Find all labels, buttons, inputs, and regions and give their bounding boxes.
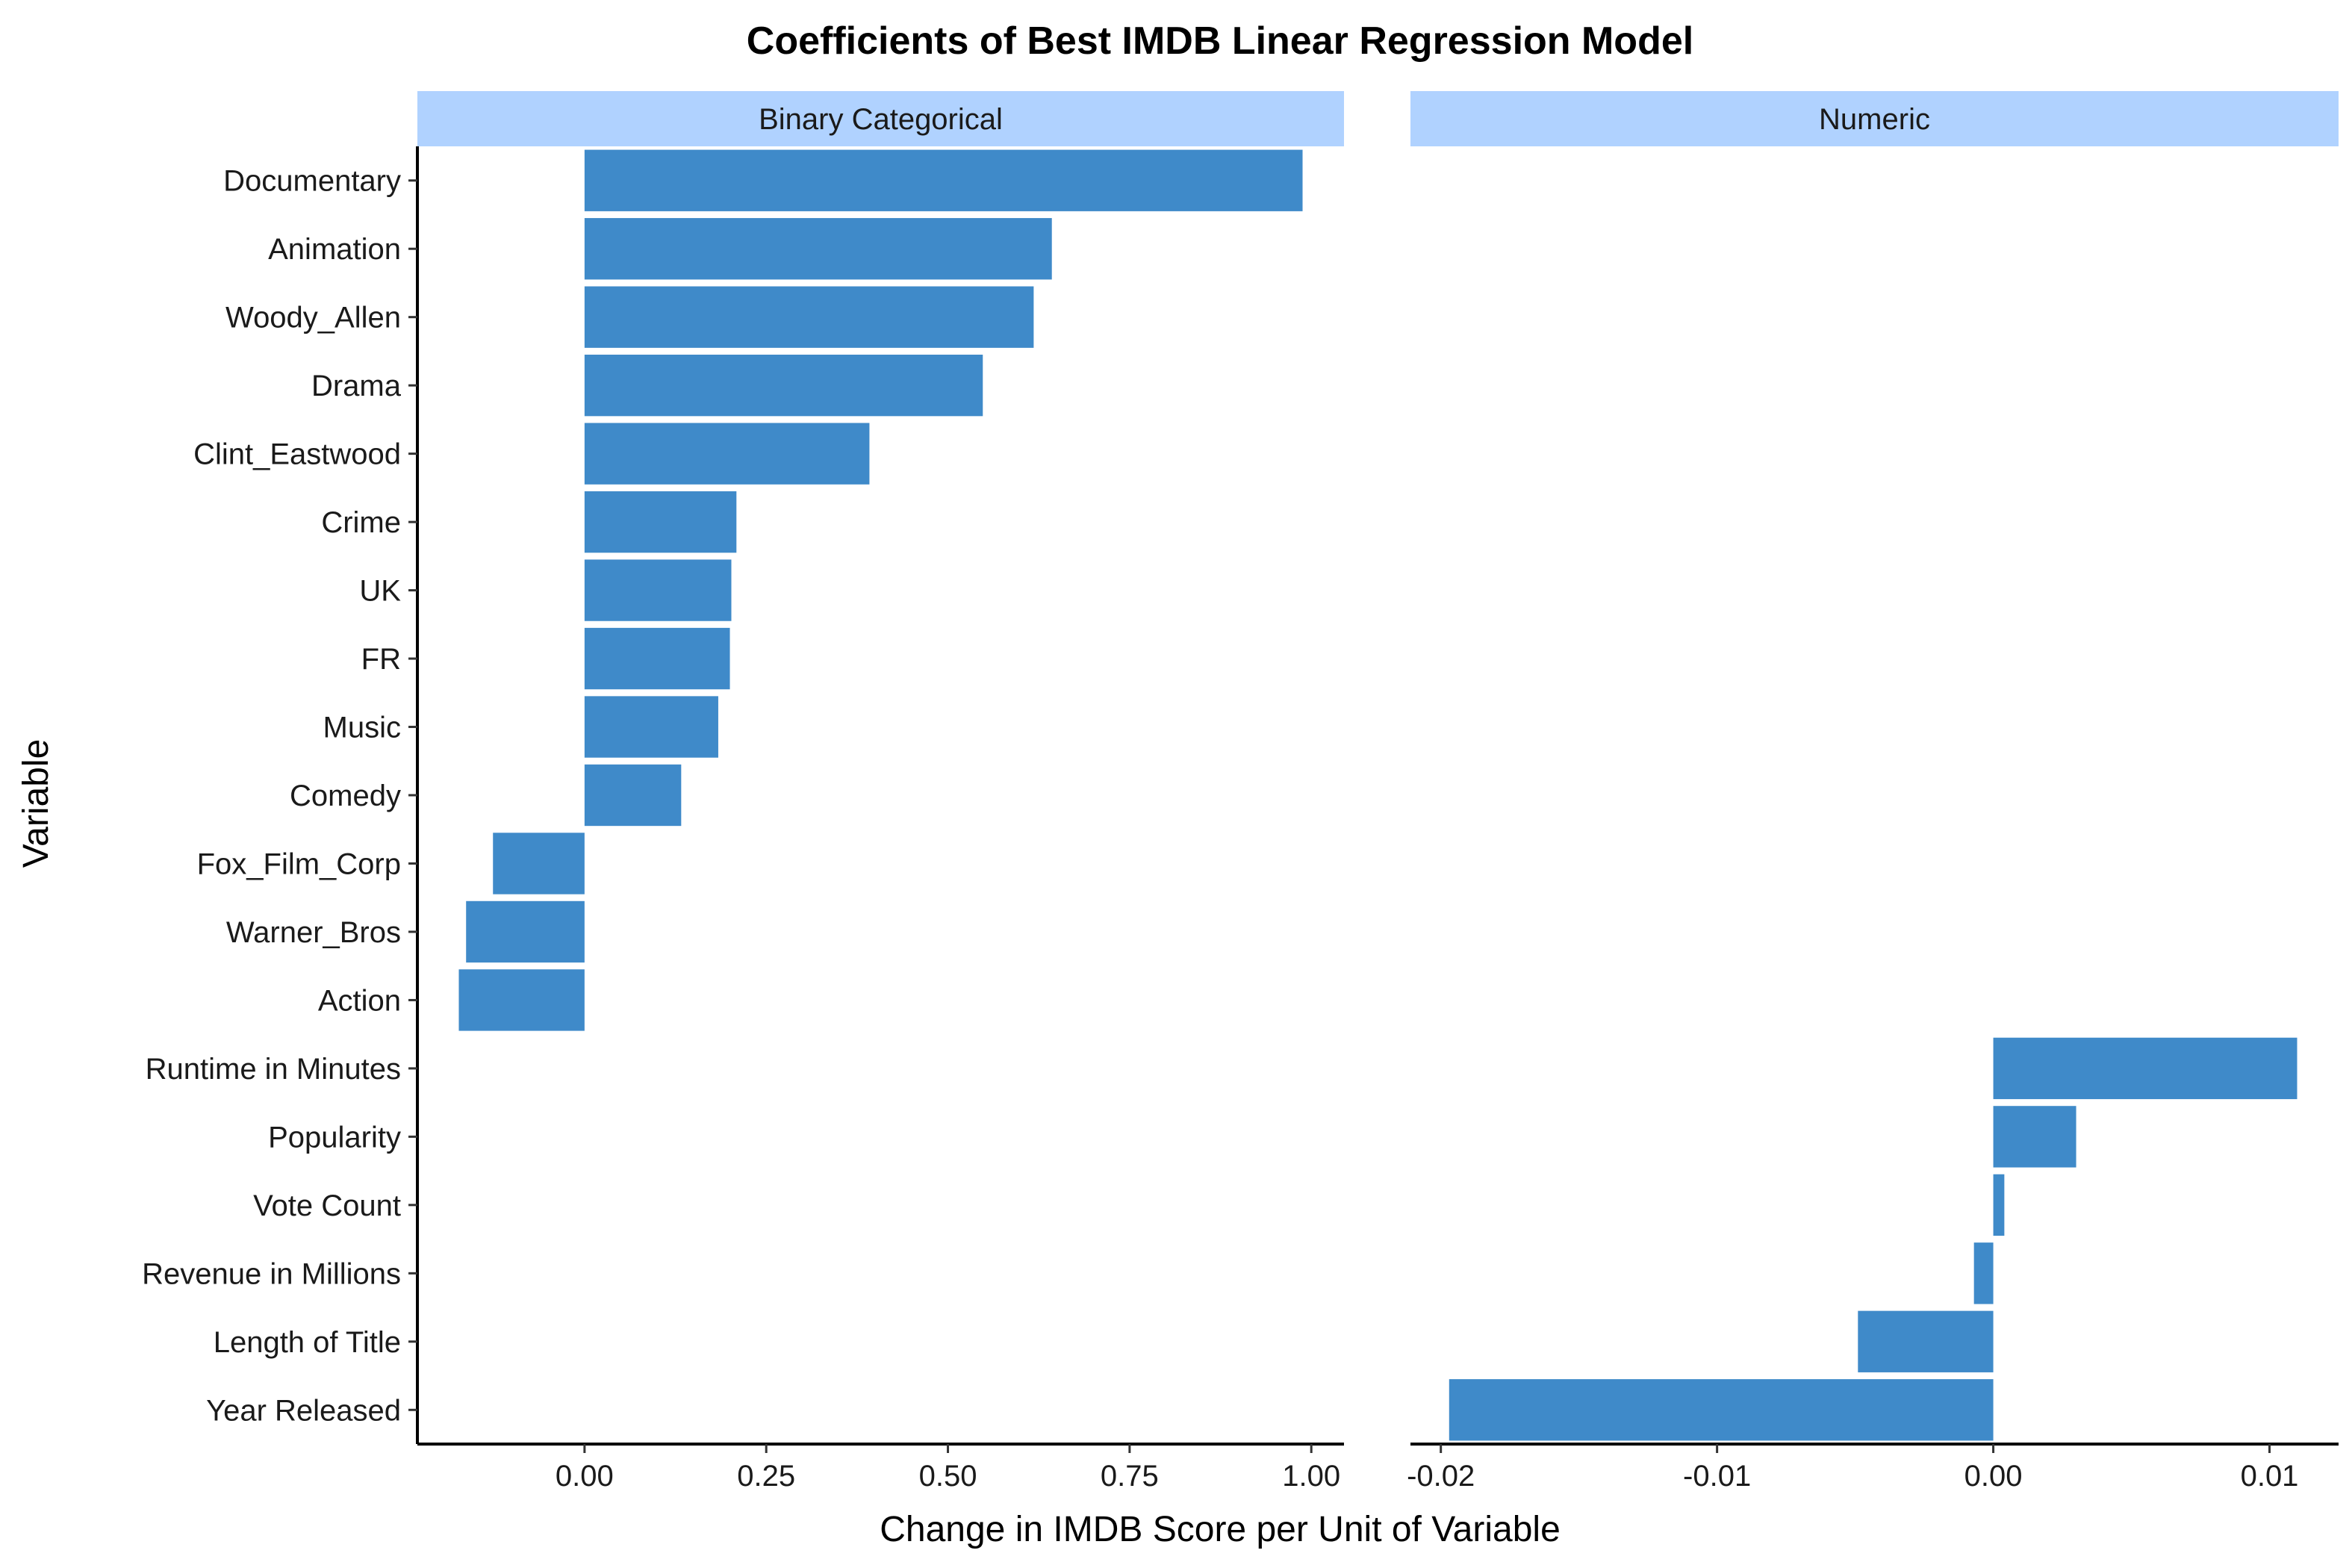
bar-crime: [584, 491, 737, 553]
bar-drama: [584, 354, 983, 417]
y-tick-label-clint-eastwood: Clint_Eastwood: [193, 438, 401, 471]
bar-fox-film-corp: [493, 833, 585, 895]
bar-year-released: [1449, 1379, 1994, 1441]
bar-vote-count: [1993, 1174, 2005, 1236]
x-tick-label: -0.01: [1683, 1460, 1751, 1493]
y-tick-label-fr: FR: [361, 643, 401, 676]
x-tick-label: 0.50: [919, 1460, 977, 1493]
bar-music: [584, 696, 718, 758]
panel-numeric: Numeric -0.02 -0.01 0.00 0.01: [1407, 91, 2339, 1493]
bar-woody-allen: [584, 286, 1034, 348]
y-tick-label-crime: Crime: [321, 506, 401, 539]
y-tick-label-vote-count: Vote Count: [253, 1189, 401, 1222]
bar-clint-eastwood: [584, 423, 870, 485]
y-tick-label-documentary: Documentary: [223, 165, 401, 198]
x-tick-label: 0.75: [1101, 1460, 1159, 1493]
x-tick-label: -0.02: [1407, 1460, 1475, 1493]
facet-strip: [1410, 91, 2339, 146]
y-tick-label-fox-film-corp: Fox_Film_Corp: [197, 847, 401, 880]
x-tick-label: 1.00: [1282, 1460, 1340, 1493]
chart-title: Coefficients of Best IMDB Linear Regress…: [747, 19, 1693, 63]
y-tick-label-uk: UK: [359, 575, 401, 608]
y-tick-label-revenue-in-millions: Revenue in Millions: [142, 1257, 401, 1290]
x-tick-label: 0.25: [737, 1460, 795, 1493]
bar-fr: [584, 627, 730, 690]
x-tick-label: 0.00: [1964, 1460, 2023, 1493]
y-axis-title: Variable: [16, 739, 56, 868]
bar-runtime-in-minutes: [1993, 1037, 2297, 1100]
bar-animation: [584, 218, 1052, 280]
panel-binary-categorical: Binary Categorical 0.00 0.25 0.50 0.75 1.00: [417, 91, 1344, 1493]
y-tick-label-action: Action: [318, 984, 401, 1017]
facet-strip-label: Binary Categorical: [759, 103, 1003, 136]
y-axis: Documentary Animation Woody_Allen Drama Clin…: [142, 146, 419, 1444]
y-tick-label-warner-bros: Warner_Bros: [226, 916, 401, 949]
y-tick-label-woody-allen: Woody_Allen: [225, 302, 401, 335]
bar-length-of-title: [1858, 1310, 1994, 1372]
x-tick-label: 0.01: [2241, 1460, 2299, 1493]
bar-action: [458, 969, 585, 1031]
y-tick-label-runtime-in-minutes: Runtime in Minutes: [146, 1053, 401, 1086]
bar-documentary: [584, 149, 1303, 211]
y-tick-label-drama: Drama: [311, 370, 402, 402]
bar-revenue-in-millions: [1973, 1242, 1994, 1304]
facet-panels: Binary Categorical 0.00 0.25 0.50 0.75 1.00 Nu…: [417, 91, 2339, 1493]
y-tick-label-length-of-title: Length of Title: [214, 1326, 401, 1359]
bar-uk: [584, 559, 732, 621]
y-tick-label-popularity: Popularity: [268, 1121, 401, 1154]
y-tick-label-music: Music: [323, 712, 401, 744]
y-tick-label-comedy: Comedy: [290, 780, 401, 812]
y-tick-label-animation: Animation: [268, 233, 401, 266]
x-axis-title: Change in IMDB Score per Unit of Variabl…: [880, 1510, 1561, 1549]
facet-strip-label: Numeric: [1819, 103, 1930, 136]
bar-popularity: [1993, 1106, 2076, 1168]
bar-warner-bros: [466, 900, 585, 963]
x-tick-label: 0.00: [556, 1460, 614, 1493]
y-tick-label-year-released: Year Released: [206, 1394, 401, 1427]
bar-comedy: [584, 764, 682, 827]
facet-strip: [417, 91, 1344, 146]
